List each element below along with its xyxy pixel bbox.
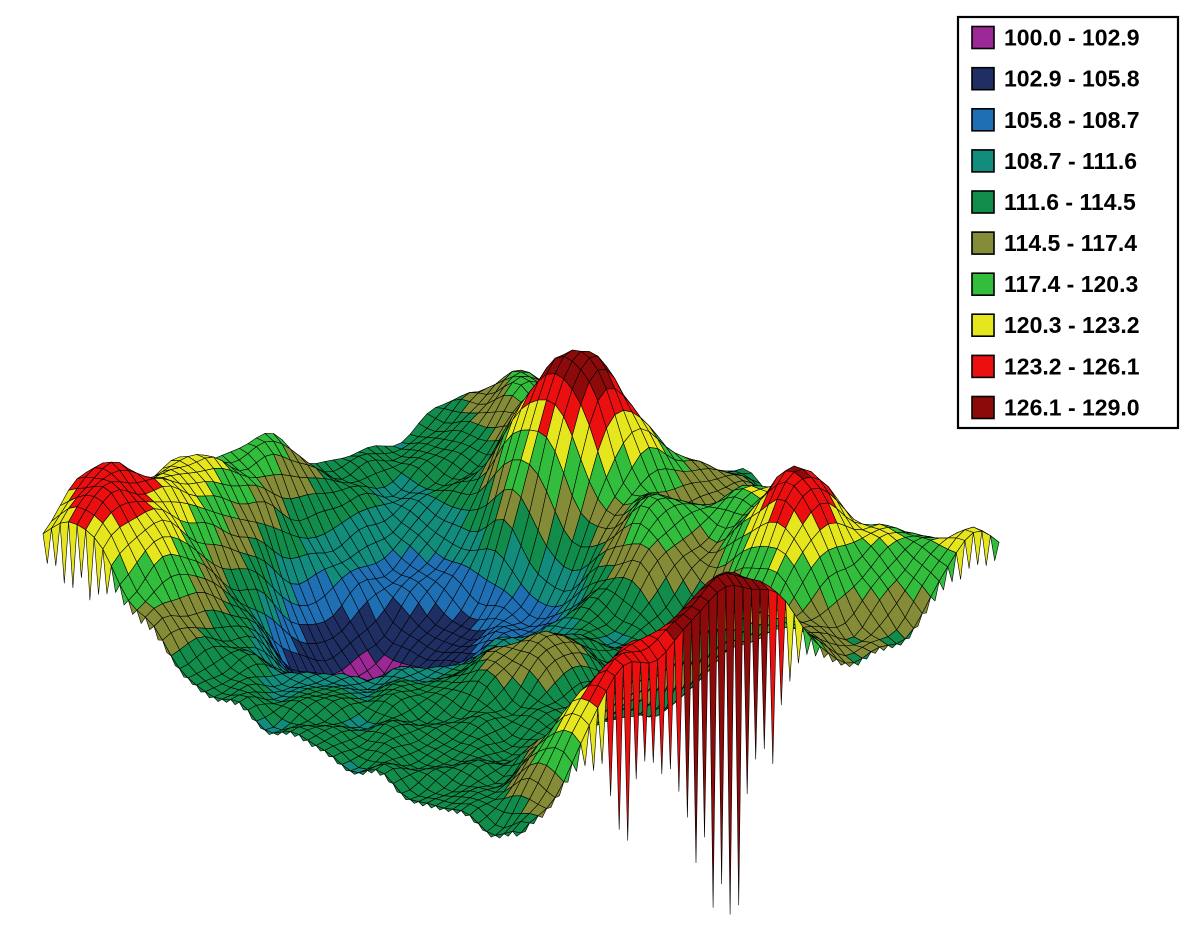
svg-text:105.8 - 108.7: 105.8 - 108.7 [1004, 107, 1140, 133]
svg-text:111.6 - 114.5: 111.6 - 114.5 [1004, 189, 1136, 215]
svg-text:108.7 - 111.6: 108.7 - 111.6 [1004, 148, 1137, 174]
svg-text:114.5 - 117.4: 114.5 - 117.4 [1004, 230, 1137, 256]
svg-text:126.1 - 129.0: 126.1 - 129.0 [1004, 395, 1140, 421]
svg-text:102.9 - 105.8: 102.9 - 105.8 [1004, 66, 1140, 92]
svg-text:123.2 - 126.1: 123.2 - 126.1 [1004, 353, 1140, 379]
svg-text:120.3 - 123.2: 120.3 - 123.2 [1004, 312, 1140, 338]
svg-text:100.0 - 102.9: 100.0 - 102.9 [1004, 25, 1140, 51]
svg-text:117.4 - 120.3: 117.4 - 120.3 [1004, 271, 1138, 297]
